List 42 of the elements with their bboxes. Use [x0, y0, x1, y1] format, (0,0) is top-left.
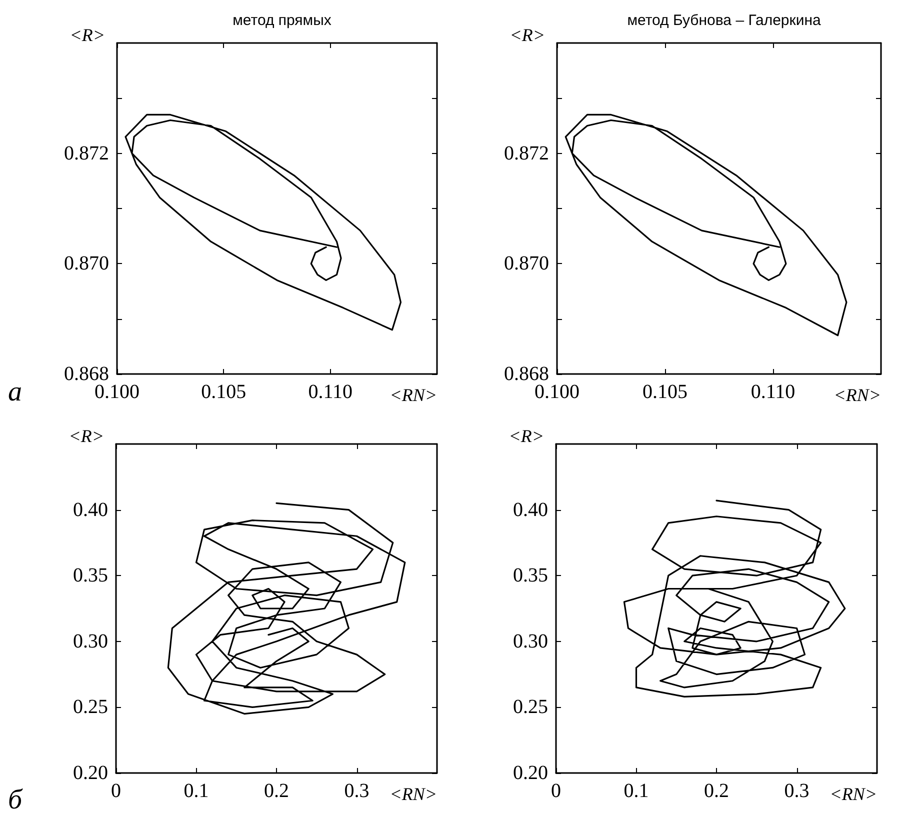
- x-axis-title: <RN>: [390, 784, 437, 804]
- chart-title: метод прямых: [232, 12, 332, 29]
- line-series: [564, 114, 848, 336]
- text: а: [8, 376, 22, 408]
- x-tick-label: 0.1: [184, 780, 209, 802]
- line-series: [623, 500, 846, 698]
- y-tick-label: 0.35: [73, 564, 108, 587]
- y-axis-title: <R>: [510, 25, 545, 45]
- line-series: [124, 114, 402, 331]
- x-tick-label: 0.2: [704, 780, 729, 802]
- x-tick-label: 0.110: [750, 381, 796, 403]
- x-tick-label: 0.1: [624, 780, 649, 802]
- y-axis-title: <R>: [68, 426, 104, 446]
- y-tick-label: 0.40: [513, 498, 548, 521]
- chart-title: метод Бубнова – Галеркина: [627, 12, 822, 29]
- y-tick-label: 0.872: [504, 142, 549, 164]
- y-tick-label: 0.30: [73, 630, 108, 652]
- y-tick-label: 0.20: [513, 762, 548, 784]
- y-tick-label: 0.20: [73, 762, 108, 784]
- x-tick-label: 0.105: [642, 381, 688, 403]
- x-axis-title: <RN>: [390, 385, 437, 405]
- y-tick-label: 0.25: [513, 696, 548, 718]
- x-tick-label: 0.3: [784, 780, 810, 802]
- x-tick-label: 0: [111, 780, 121, 802]
- x-axis-title: <RN>: [834, 385, 881, 405]
- y-tick-label: 0.40: [73, 498, 108, 521]
- y-axis-title: <R>: [508, 426, 544, 446]
- y-tick-label: 0.35: [513, 564, 548, 587]
- line-series: [167, 502, 406, 715]
- x-tick-label: 0.3: [344, 780, 370, 802]
- x-tick-label: 0.110: [308, 381, 352, 403]
- y-tick-label: 0.25: [73, 696, 108, 718]
- y-tick-label: 0.870: [64, 252, 109, 275]
- x-axis-title: <RN>: [830, 784, 877, 804]
- y-tick-label: 0.30: [513, 630, 548, 652]
- x-tick-label: 0: [551, 780, 561, 802]
- y-tick-label: 0.872: [64, 142, 109, 164]
- x-tick-label: 0.2: [264, 780, 289, 802]
- y-axis-title: <R>: [70, 25, 105, 45]
- x-tick-label: 0.105: [201, 381, 246, 403]
- text: б: [8, 784, 23, 816]
- y-tick-label: 0.870: [504, 252, 549, 275]
